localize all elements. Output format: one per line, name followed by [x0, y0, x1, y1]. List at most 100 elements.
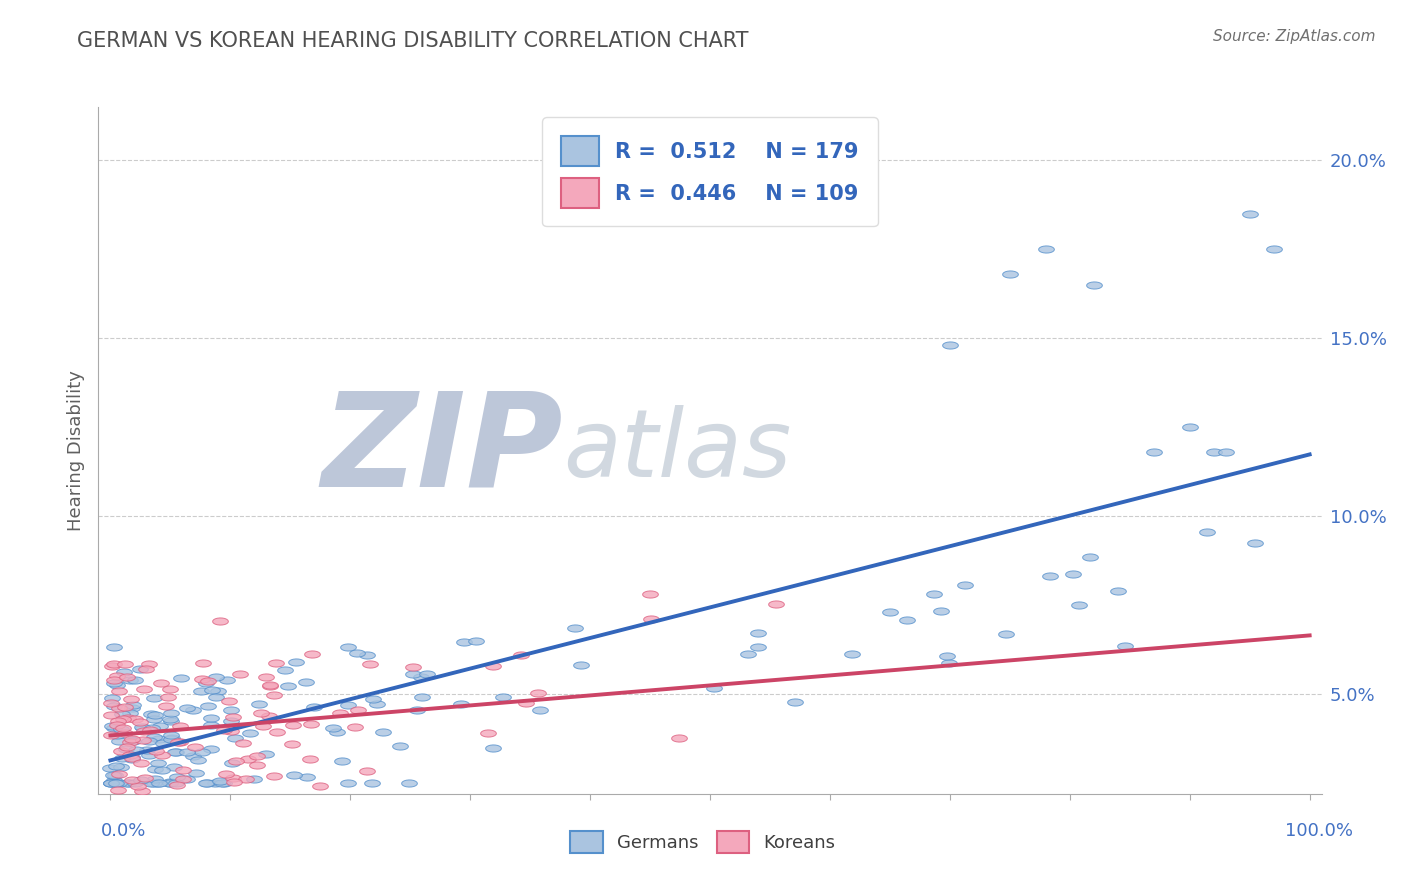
Point [246, 749, 269, 764]
Point [297, 770, 319, 784]
Point [103, 657, 125, 672]
Point [159, 775, 181, 789]
Point [110, 760, 132, 774]
Point [218, 694, 240, 708]
Text: atlas: atlas [564, 405, 792, 496]
Point [187, 753, 209, 767]
Point [159, 728, 181, 742]
Point [114, 699, 136, 714]
Point [283, 718, 305, 732]
Point [252, 719, 274, 733]
Point [510, 648, 533, 663]
Point [285, 656, 308, 670]
Point [322, 721, 344, 735]
Point [112, 712, 135, 726]
Point [783, 696, 806, 710]
Point [254, 747, 277, 761]
Point [159, 776, 181, 790]
Point [212, 776, 235, 790]
Y-axis label: Hearing Disability: Hearing Disability [66, 370, 84, 531]
Point [737, 647, 759, 661]
Point [1195, 524, 1218, 539]
Point [232, 736, 254, 750]
Point [143, 707, 166, 722]
Point [155, 698, 177, 713]
Point [120, 706, 142, 721]
Point [124, 776, 146, 790]
Point [111, 751, 134, 765]
Point [953, 578, 976, 592]
Point [361, 692, 384, 706]
Point [169, 719, 191, 733]
Point [998, 268, 1021, 282]
Point [132, 721, 155, 735]
Point [879, 605, 901, 619]
Point [135, 743, 157, 757]
Point [402, 660, 425, 674]
Point [143, 772, 166, 786]
Text: 0.0%: 0.0% [101, 822, 146, 840]
Point [100, 708, 122, 723]
Point [304, 700, 326, 714]
Point [402, 667, 425, 681]
Point [184, 765, 207, 780]
Point [176, 772, 198, 786]
Point [569, 658, 592, 673]
Text: 100.0%: 100.0% [1285, 822, 1353, 840]
Point [359, 657, 381, 671]
Point [453, 635, 475, 649]
Point [1239, 207, 1261, 221]
Point [482, 658, 505, 673]
Point [371, 724, 394, 739]
Point [104, 776, 127, 790]
Point [515, 696, 537, 710]
Point [159, 712, 181, 726]
Point [100, 776, 122, 790]
Point [121, 752, 143, 766]
Point [337, 776, 360, 790]
Point [201, 683, 224, 698]
Point [122, 698, 145, 713]
Point [212, 723, 235, 737]
Point [118, 776, 141, 790]
Point [464, 634, 486, 648]
Point [215, 767, 238, 781]
Text: GERMAN VS KOREAN HEARING DISABILITY CORRELATION CHART: GERMAN VS KOREAN HEARING DISABILITY CORR… [77, 31, 749, 51]
Point [299, 717, 322, 731]
Point [477, 726, 499, 740]
Point [148, 776, 170, 790]
Point [329, 706, 352, 721]
Point [170, 812, 193, 826]
Point [121, 749, 143, 764]
Point [191, 672, 214, 686]
Point [135, 662, 157, 676]
Point [141, 706, 163, 721]
Point [107, 733, 129, 747]
Point [162, 731, 184, 746]
Point [295, 675, 318, 690]
Point [120, 812, 142, 826]
Point [235, 772, 257, 786]
Point [104, 768, 127, 782]
Point [190, 745, 212, 759]
Point [1244, 536, 1267, 550]
Point [166, 770, 188, 784]
Point [1202, 445, 1225, 459]
Point [228, 666, 250, 681]
Point [166, 778, 188, 792]
Point [129, 756, 152, 770]
Point [172, 763, 194, 777]
Point [111, 707, 134, 722]
Point [222, 710, 245, 724]
Point [101, 659, 124, 673]
Point [146, 756, 169, 770]
Point [105, 758, 128, 772]
Point [120, 673, 142, 687]
Point [259, 680, 281, 694]
Point [176, 745, 198, 759]
Point [841, 647, 863, 661]
Point [190, 684, 212, 698]
Point [221, 756, 243, 771]
Point [1035, 243, 1057, 257]
Point [409, 670, 432, 684]
